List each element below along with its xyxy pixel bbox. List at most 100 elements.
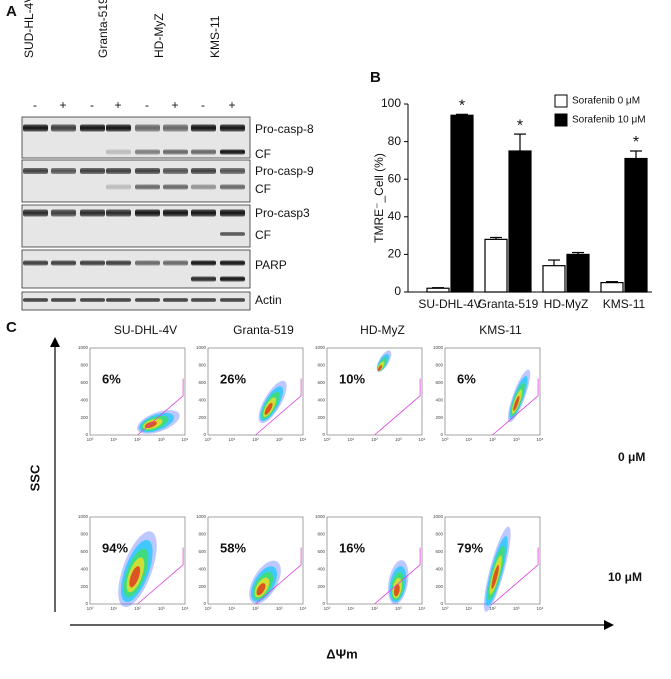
arrow-head [604, 620, 614, 630]
flow-y-tick-label: 600 [435, 549, 443, 554]
x-tick-label: SU-DHL-4V [418, 297, 481, 311]
blot-band [135, 124, 160, 132]
blot-label: Pro-casp-8 [255, 122, 314, 136]
blot-band [220, 184, 245, 190]
flow-x-tick-label: 10⁰ [324, 437, 331, 442]
significance-marker: * [517, 117, 523, 134]
flow-y-tick-label: 400 [317, 566, 325, 571]
flow-y-tick-label: 400 [80, 566, 88, 571]
gate [492, 547, 539, 605]
y-tick-label: 40 [388, 209, 402, 223]
gate-percentage: 6% [457, 371, 476, 386]
blot-band [80, 124, 105, 132]
flow-x-tick-label: 10¹ [110, 606, 117, 611]
flow-y-tick-label: 600 [198, 380, 206, 385]
flow-y-tick-label: 200 [317, 584, 325, 589]
blot-band [51, 298, 76, 302]
flow-x-tick-label: 10⁰ [87, 437, 94, 442]
treatment-label: - [33, 98, 37, 112]
flow-y-tick-label: 600 [198, 549, 206, 554]
column-title: SU-DHL-4V [114, 323, 177, 337]
blot-label: CF [255, 147, 271, 161]
flow-y-tick-label: 200 [435, 584, 443, 589]
flow-y-tick-label: 1000 [78, 345, 89, 350]
blot-band [51, 124, 76, 132]
blot-band [106, 124, 131, 132]
blot-band [220, 168, 245, 174]
gate-percentage: 94% [102, 540, 128, 555]
flow-x-tick-label: 10² [134, 437, 141, 442]
blot-band [163, 149, 188, 155]
significance-marker: * [459, 98, 465, 115]
density-blob [491, 565, 499, 589]
blot-band [106, 184, 131, 190]
flow-x-tick-label: 10⁴ [300, 437, 307, 442]
panel-label: B [370, 69, 381, 86]
flow-x-tick-label: 10⁴ [182, 437, 189, 442]
flow-y-tick-label: 600 [317, 380, 325, 385]
flow-y-tick-label: 0 [322, 601, 325, 606]
flow-y-tick-label: 200 [198, 415, 206, 420]
column-title: Granta-519 [233, 323, 294, 337]
gate [255, 378, 302, 436]
blot-band [191, 209, 216, 217]
flow-y-tick-label: 400 [317, 397, 325, 402]
flow-y-tick-label: 800 [435, 363, 443, 368]
flow-x-tick-label: 10⁰ [205, 437, 212, 442]
flow-y-tick-label: 400 [435, 566, 443, 571]
flow-plot-frame [326, 347, 423, 436]
gate [374, 378, 421, 436]
blot-band [191, 124, 216, 132]
blot-band [106, 149, 131, 155]
bar [624, 157, 648, 293]
flow-x-tick-label: 10² [252, 437, 259, 442]
flow-y-tick-label: 600 [80, 380, 88, 385]
panel-label: C [6, 319, 17, 336]
flow-x-tick-label: 10⁴ [537, 606, 544, 611]
flow-x-tick-label: 10⁴ [182, 606, 189, 611]
flow-x-tick-label: 10³ [158, 606, 165, 611]
flow-y-tick-label: 400 [198, 566, 206, 571]
flow-x-tick-label: 10⁰ [205, 606, 212, 611]
flow-x-tick-label: 10¹ [347, 437, 354, 442]
flow-x-tick-label: 10¹ [110, 437, 117, 442]
flow-y-tick-label: 800 [80, 363, 88, 368]
flow-y-tick-label: 1000 [78, 514, 89, 519]
blot-band [51, 260, 76, 266]
flow-x-tick-label: 10² [252, 606, 259, 611]
arrow-head [50, 337, 60, 347]
blot-band [23, 168, 48, 174]
gate-percentage: 58% [220, 540, 246, 555]
flow-y-tick-label: 600 [435, 380, 443, 385]
flow-y-tick-label: 200 [435, 415, 443, 420]
bar [508, 150, 532, 293]
blot-label: Actin [255, 293, 282, 307]
x-tick-label: Granta-519 [478, 297, 539, 311]
flow-x-tick-label: 10² [134, 606, 141, 611]
blot-band [51, 168, 76, 174]
density-blob [513, 395, 520, 411]
x-tick-label: HD-MyZ [544, 297, 589, 311]
blot-band [163, 298, 188, 302]
y-tick-label: 0 [394, 284, 401, 298]
blot-image [21, 249, 251, 289]
flow-x-tick-label: 10⁴ [419, 606, 426, 611]
cell-line-label: HD-MyZ [152, 13, 166, 58]
flow-y-tick-label: 0 [85, 601, 88, 606]
flow-x-tick-label: 10⁴ [300, 606, 307, 611]
flow-plot-frame [207, 347, 304, 436]
flow-y-tick-label: 400 [198, 397, 206, 402]
flow-x-tick-label: 10² [489, 606, 496, 611]
flow-x-tick-label: 10³ [395, 606, 402, 611]
y-tick-label: 100 [381, 96, 401, 110]
flow-x-tick-label: 10⁴ [419, 437, 426, 442]
blot-label: PARP [255, 258, 287, 272]
blot-band [191, 149, 216, 155]
blot-band [220, 298, 245, 302]
flow-y-tick-label: 800 [435, 532, 443, 537]
flow-y-tick-label: 1000 [315, 345, 326, 350]
bar [426, 287, 450, 293]
flow-x-tick-label: 10³ [276, 437, 283, 442]
gate [492, 378, 539, 436]
flow-y-tick-label: 800 [80, 532, 88, 537]
